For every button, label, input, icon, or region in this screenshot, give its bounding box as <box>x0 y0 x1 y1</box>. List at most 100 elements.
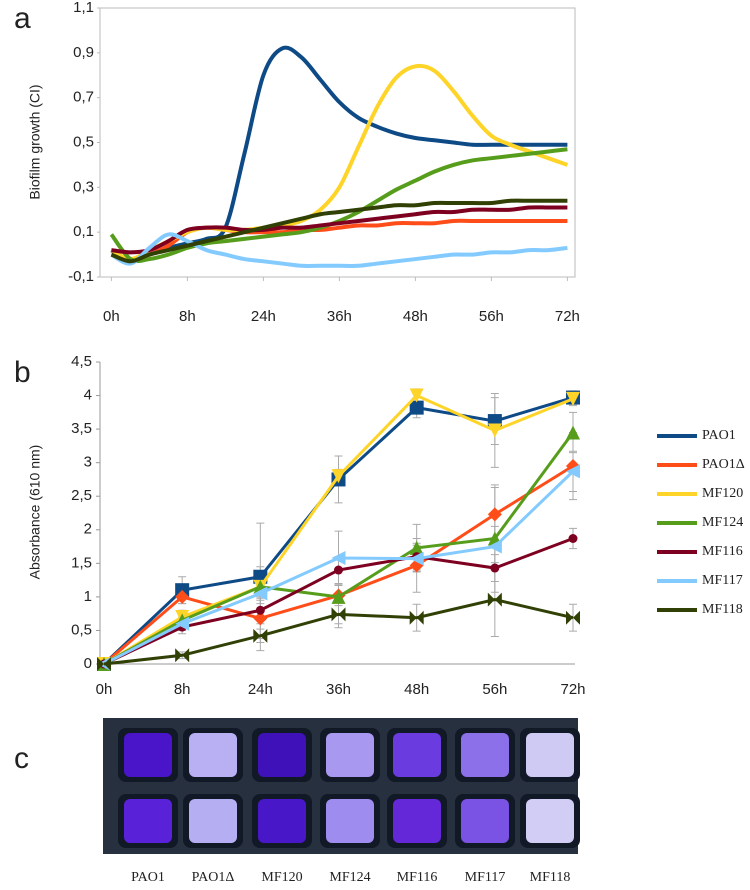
x-tick-label: 48h <box>403 308 428 325</box>
marker <box>566 391 580 406</box>
plate-label: MF120 <box>261 870 302 885</box>
marker <box>253 611 268 626</box>
well-fill <box>189 799 237 843</box>
marker <box>175 616 190 631</box>
y-axis-title: Absorbance (610 nm) <box>27 445 43 580</box>
well-fill <box>124 733 172 777</box>
x-tick-label: 48h <box>404 681 429 698</box>
well-fill <box>326 799 374 843</box>
legend-label: PAO1 <box>702 428 736 443</box>
x-tick-label: 36h <box>327 308 352 325</box>
marker <box>566 464 580 479</box>
marker <box>253 586 268 601</box>
legend-label: MF117 <box>702 573 743 588</box>
curve <box>110 232 568 268</box>
plate-label: MF117 <box>465 870 506 885</box>
plate-label: MF124 <box>329 870 370 885</box>
x-tick-label: 56h <box>482 681 507 698</box>
marker <box>487 592 502 607</box>
error-bar <box>569 603 577 632</box>
well-fill <box>124 799 172 843</box>
well-fill <box>393 799 441 843</box>
panel-label: c <box>14 742 29 775</box>
marker <box>409 610 424 625</box>
y-tick-label: 0,5 <box>71 621 92 638</box>
well-fill <box>526 799 574 843</box>
curve <box>111 205 568 255</box>
curve <box>110 63 569 262</box>
well-fill <box>461 799 509 843</box>
legend-label: MF118 <box>702 602 743 617</box>
y-tick-label: 3,5 <box>71 420 92 437</box>
x-tick-label: 72h <box>560 681 585 698</box>
marker <box>487 507 502 522</box>
legend-label: MF120 <box>702 486 743 501</box>
x-tick-label: 0h <box>103 308 120 325</box>
y-tick-label: 0,9 <box>73 44 94 61</box>
marker <box>255 605 265 615</box>
x-tick-label: 8h <box>179 308 196 325</box>
plate-label: MF116 <box>397 870 438 885</box>
panel-label: a <box>14 2 31 35</box>
well-fill <box>258 733 306 777</box>
y-tick-label: 0,3 <box>73 178 94 195</box>
y-tick-label: 2,5 <box>71 487 92 504</box>
well-fill <box>258 799 306 843</box>
x-tick-label: 36h <box>326 681 351 698</box>
panel-label: b <box>14 356 31 389</box>
y-tick-label: 1,5 <box>71 554 92 571</box>
x-tick-label: 72h <box>555 308 580 325</box>
well-fill <box>189 733 237 777</box>
curve <box>110 198 568 264</box>
y-tick-label: 4 <box>84 387 92 404</box>
x-tick-label: 24h <box>251 308 276 325</box>
well-fill <box>326 733 374 777</box>
marker <box>334 565 343 575</box>
y-axis-title: Biofilm growth (CI) <box>27 84 43 199</box>
plate-label: PAO1 <box>131 870 165 885</box>
marker <box>487 539 502 554</box>
y-tick-label: 1,1 <box>73 0 94 16</box>
well-fill <box>526 733 574 777</box>
x-tick-label: 24h <box>248 681 273 698</box>
x-tick-label: 0h <box>96 681 113 698</box>
y-tick-label: 4,5 <box>71 353 92 370</box>
marker <box>487 423 502 438</box>
well-fill <box>393 733 441 777</box>
marker <box>409 551 424 566</box>
y-tick-label: 0,1 <box>73 223 94 240</box>
marker <box>97 657 111 671</box>
legend-label: PAO1Δ <box>702 457 745 472</box>
y-tick-label: 3 <box>84 454 92 471</box>
y-tick-label: 1 <box>84 588 92 605</box>
y-tick-label: 0 <box>84 655 92 672</box>
y-tick-label: 0,5 <box>73 133 94 150</box>
marker <box>568 534 578 544</box>
marker <box>331 469 346 484</box>
well-fill <box>461 733 509 777</box>
curve <box>110 45 568 264</box>
marker <box>331 589 346 604</box>
marker <box>409 388 424 403</box>
marker <box>566 425 580 440</box>
y-tick-label: -0,1 <box>68 268 94 285</box>
marker <box>409 400 424 415</box>
legend-label: MF124 <box>702 515 743 530</box>
plate-label: MF118 <box>530 870 571 885</box>
legend-label: MF116 <box>702 544 743 559</box>
marker <box>253 628 268 643</box>
y-tick-label: 0,7 <box>73 89 94 106</box>
y-tick-label: 2 <box>84 521 92 538</box>
plate-label: PAO1Δ <box>192 870 235 885</box>
marker <box>175 589 190 604</box>
x-tick-label: 56h <box>479 308 504 325</box>
x-tick-label: 8h <box>174 681 191 698</box>
marker <box>331 607 346 622</box>
marker <box>409 540 424 555</box>
marker <box>175 648 190 663</box>
marker <box>331 550 346 565</box>
marker <box>566 610 580 625</box>
marker <box>490 563 500 573</box>
curve <box>109 147 568 264</box>
